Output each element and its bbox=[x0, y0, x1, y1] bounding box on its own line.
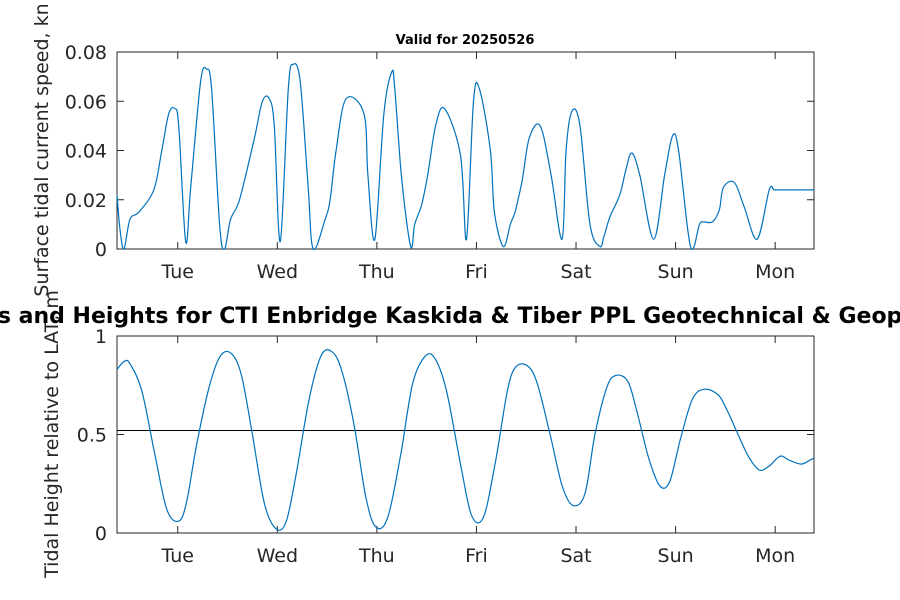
current-speed-plot-frame bbox=[116, 51, 815, 250]
tidal-height-xtick-label: Sat bbox=[560, 545, 591, 567]
tidal-height-xtick-label: Wed bbox=[257, 545, 298, 567]
tidal-height-series-line bbox=[116, 349, 815, 531]
tidal-height-axes: Tidal Height relative to LAT, m 00.51 Tu… bbox=[41, 290, 815, 579]
current-speed-axes: Valid for 20250526 Surface tidal current… bbox=[31, 3, 815, 297]
tidal-height-xtick-label: Fri bbox=[465, 545, 488, 567]
current-speed-yticks: 0 0.02 0.04 0.06 0.08 bbox=[65, 42, 814, 261]
tidal-height-ytick-label: 1 bbox=[95, 326, 107, 348]
current-speed-ytick-label: 0.02 bbox=[65, 190, 107, 212]
current-speed-xtick-label: Mon bbox=[755, 261, 795, 283]
tidal-height-yticks: 00.51 bbox=[77, 326, 814, 545]
current-speed-ytick-label: 0 bbox=[95, 239, 107, 261]
current-speed-xtick-label: Thu bbox=[358, 261, 395, 283]
current-speed-series-line bbox=[116, 63, 814, 251]
current-speed-ytick-label: 0.04 bbox=[65, 141, 107, 163]
tidal-height-ytick-label: 0.5 bbox=[77, 425, 107, 447]
current-speed-xtick-label: Sat bbox=[560, 261, 591, 283]
tidal-height-plot-frame bbox=[116, 335, 815, 534]
current-speed-xtick-label: Tue bbox=[161, 261, 194, 283]
tidal-height-xtick-label: Tue bbox=[161, 545, 194, 567]
current-speed-xticks: Tue Wed Thu Fri Sat Sun Mon bbox=[161, 52, 795, 283]
current-speed-ytick-label: 0.08 bbox=[65, 42, 107, 64]
tidal-height-xtick-label: Thu bbox=[358, 545, 395, 567]
current-speed-xtick-label: Sun bbox=[658, 261, 694, 283]
tidal-height-ylabel: Tidal Height relative to LAT, m bbox=[41, 290, 63, 579]
tidal-height-xtick-label: Mon bbox=[755, 545, 795, 567]
tidal-height-xticks: Tue Wed Thu Fri Sat Sun Mon bbox=[161, 336, 795, 567]
tidal-height-xtick-label: Sun bbox=[658, 545, 694, 567]
current-speed-ylabel: Surface tidal current speed, kn bbox=[31, 3, 53, 296]
current-speed-xtick-label: Wed bbox=[257, 261, 298, 283]
current-speed-ytick-label: 0.06 bbox=[65, 91, 107, 113]
tidal-height-ytick-label: 0 bbox=[95, 523, 107, 545]
current-speed-title: Valid for 20250526 bbox=[396, 33, 535, 48]
current-speed-xtick-label: Fri bbox=[465, 261, 488, 283]
main-figure-title: Tidal Currents and Heights for CTI Enbri… bbox=[0, 304, 900, 329]
